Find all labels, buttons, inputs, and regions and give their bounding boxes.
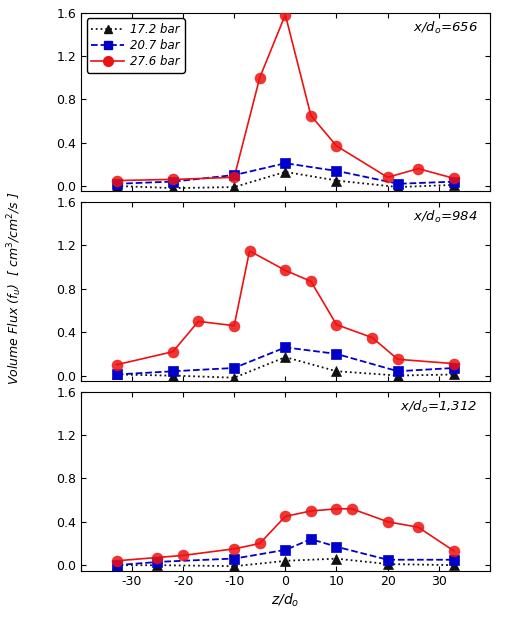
- Text: x/d$_o$=656: x/d$_o$=656: [413, 19, 478, 36]
- Legend: 17.2 bar, 20.7 bar, 27.6 bar: 17.2 bar, 20.7 bar, 27.6 bar: [87, 18, 185, 73]
- Text: x/d$_o$=984: x/d$_o$=984: [413, 209, 478, 225]
- X-axis label: $z$/$d_o$: $z$/$d_o$: [271, 591, 299, 609]
- Text: Volume Flux ($f_u$)  [ cm$^3$/cm$^2$/s ]: Volume Flux ($f_u$) [ cm$^3$/cm$^2$/s ]: [6, 192, 25, 385]
- Text: x/d$_o$=1,312: x/d$_o$=1,312: [400, 399, 478, 415]
